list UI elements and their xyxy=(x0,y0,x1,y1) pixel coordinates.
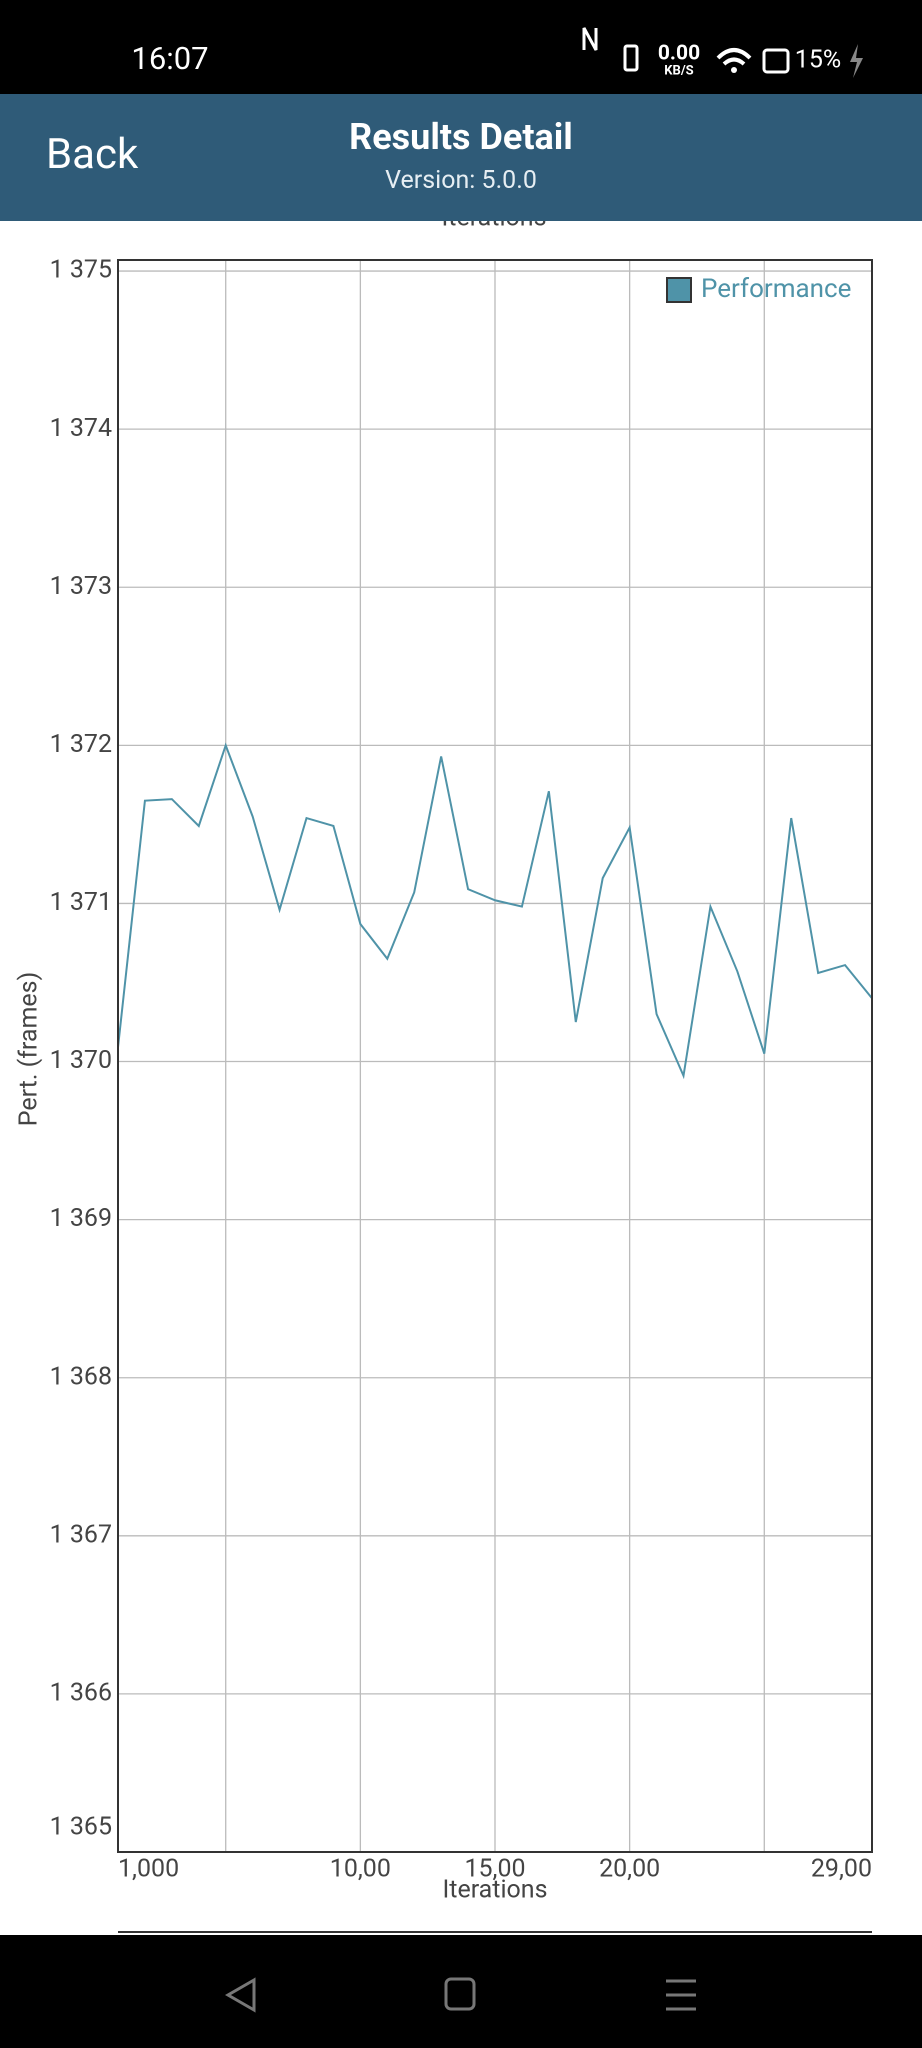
x-tick-label: 10,00 xyxy=(330,1855,391,1884)
net-speed: 0.00 xyxy=(658,42,700,66)
y-tick-label: 1 367 xyxy=(50,1520,112,1549)
x-tick-label: 1,000 xyxy=(118,1855,179,1884)
chart: Iterations 1 365 1 366 1 367 1 368 1 369 1 37… xyxy=(15,204,873,1933)
nav-icons xyxy=(224,1977,696,2013)
y-tick-label: 1 370 xyxy=(50,1046,112,1075)
y-axis-label: Pert. (frames) xyxy=(15,972,44,1127)
battery: 15% xyxy=(795,46,841,75)
y-tick-label: 1 365 xyxy=(50,1813,112,1842)
back-button[interactable]: Back xyxy=(46,130,139,179)
y-tick-label: 1 366 xyxy=(50,1679,112,1708)
wifi-icon xyxy=(716,48,752,66)
nav-home[interactable] xyxy=(444,1977,476,2011)
y-tick-label: 1 368 xyxy=(50,1362,112,1391)
nav-back[interactable] xyxy=(224,1977,256,2013)
y-tick-label: 1 375 xyxy=(50,256,112,285)
title: Results Detail xyxy=(349,116,573,158)
x-tick-label: 29,00 xyxy=(811,1855,872,1884)
y-tick-label: 1 369 xyxy=(50,1204,112,1233)
data-line xyxy=(117,742,873,1080)
app-header: Back Results Detail Version: 5.0.0 xyxy=(0,94,922,221)
subtitle: Version: 5.0.0 xyxy=(385,166,537,195)
x-tick-label: 15,00 xyxy=(464,1855,525,1884)
status-bar: 16:07 0.00 KB/S 15% xyxy=(0,0,922,94)
y-tick-label: 1 371 xyxy=(50,888,112,917)
time: 16:07 xyxy=(131,40,208,77)
y-tick-label: 1 372 xyxy=(50,730,112,759)
x-tick-label: 20,00 xyxy=(599,1855,660,1884)
y-tick-label: 1 374 xyxy=(50,414,112,443)
sim-icon xyxy=(762,48,790,74)
wifi-dot xyxy=(731,67,737,73)
y-tick-label: 1 373 xyxy=(50,572,112,601)
x-axis-label: Iterations xyxy=(442,1876,547,1905)
nav-menu[interactable] xyxy=(666,1979,696,2011)
legend-swatch xyxy=(666,277,692,303)
net-unit: KB/S xyxy=(664,63,693,78)
nav-bar xyxy=(0,1935,922,2048)
legend-label: Performance xyxy=(701,274,851,304)
nfc-icon xyxy=(582,27,598,51)
vibrate-icon xyxy=(623,44,639,72)
plot-frame xyxy=(117,259,873,1853)
status-icons: 16:07 0.00 KB/S 15% xyxy=(131,27,863,78)
charging-icon xyxy=(850,44,863,78)
